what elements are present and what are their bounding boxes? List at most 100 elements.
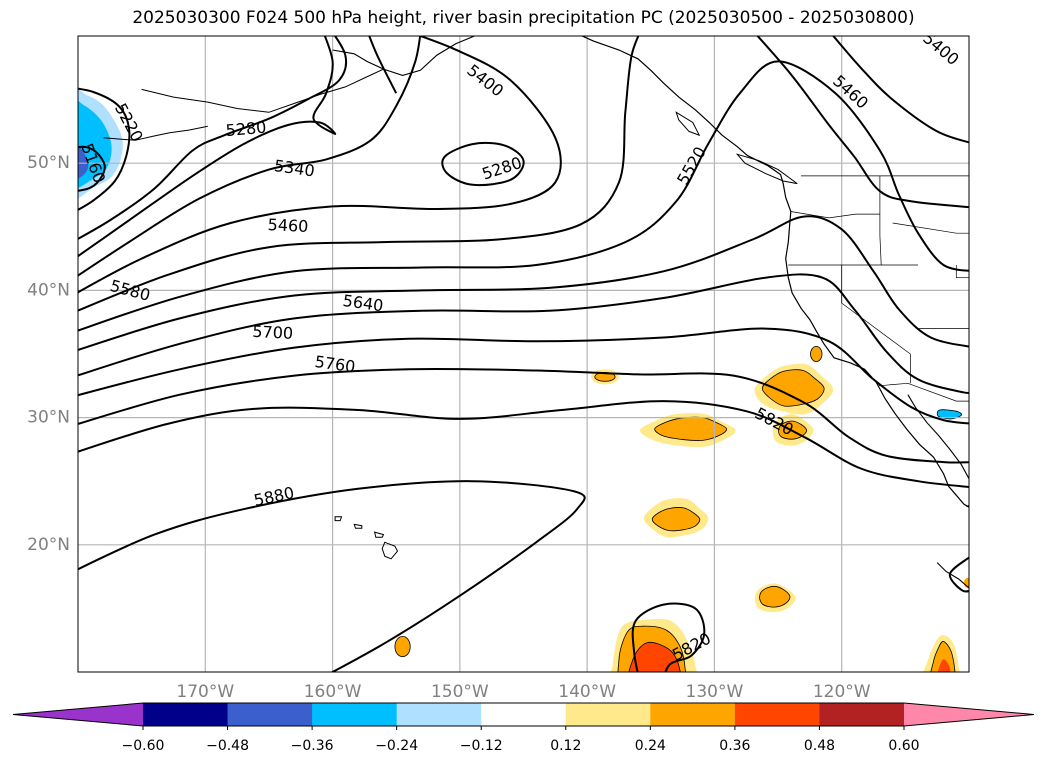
small-blob-b-fill <box>394 635 411 658</box>
off-baja-blob-fill <box>754 363 834 415</box>
colorbar-tick-label: 0.12 <box>550 738 581 754</box>
contour-5400-west <box>78 36 422 277</box>
colorbar-segment <box>481 703 567 726</box>
contour-5280-loop <box>368 36 398 94</box>
colorbar-segment <box>819 703 905 726</box>
coastlines <box>103 36 969 589</box>
contour-5460-east <box>756 36 969 209</box>
lat-tick-label: 50°N <box>27 153 70 173</box>
contour-5280-closed <box>441 141 525 187</box>
contour-5400-east <box>832 36 969 144</box>
contour-label-5700: 5700 <box>252 322 294 343</box>
mexico-coast-blob-b-fill <box>963 577 969 588</box>
precip-fills <box>78 88 969 672</box>
mid-pacific-blob-3-fill-layer <box>759 585 791 608</box>
aleutian-islands <box>103 125 208 141</box>
colorbar-tick-label: 0.24 <box>635 738 666 754</box>
small-blob-a-fill <box>591 369 619 385</box>
mid-pacific-blob-3-fill <box>754 583 796 613</box>
contour-5700 <box>78 327 969 425</box>
vancouver-island <box>735 153 798 185</box>
hawaii-maui <box>373 531 385 538</box>
gulf-of-alaska-negative-fill <box>78 88 123 199</box>
colorbar-segment <box>143 703 229 726</box>
hawaii-big-island <box>381 541 399 560</box>
contour-5580 <box>78 215 969 351</box>
north-america-coastline <box>580 36 969 508</box>
gulf-of-alaska-negative-fill-layer <box>78 145 89 179</box>
colorbar-tick-label: 0.36 <box>719 738 750 754</box>
lat-tick-label: 30°N <box>27 408 70 428</box>
lon-tick-label: 120°W <box>813 682 871 702</box>
colorbar-tick-label: −0.36 <box>291 738 334 754</box>
height-contours <box>78 36 969 672</box>
hawaii-oahu <box>353 523 363 529</box>
colorbar-tick-label: −0.24 <box>375 738 418 754</box>
contour-5460 <box>78 36 640 312</box>
lon-tick-label: 150°W <box>431 682 489 702</box>
contour-5160 <box>78 145 106 192</box>
alaska-coast <box>332 36 476 76</box>
colorbar-segment <box>734 703 820 726</box>
contour-5820-se <box>948 556 969 593</box>
contour-label-5460: 5460 <box>267 215 309 236</box>
colorbar-segment <box>396 703 482 726</box>
colorbar-tick-label: 0.48 <box>804 738 835 754</box>
colorbar-extend-low <box>13 703 143 726</box>
colorbar-tick-label: −0.48 <box>206 738 249 754</box>
colorbar-tick-label: −0.12 <box>460 738 503 754</box>
chart-title: 2025030300 F024 500 hPa height, river ba… <box>132 8 915 28</box>
lon-tick-label: 140°W <box>558 682 616 702</box>
map-frame <box>77 35 970 673</box>
california-nevada-border <box>841 265 911 384</box>
mid-pacific-blob-1-fill <box>639 413 736 448</box>
small-blob-b-fill-layer <box>394 635 411 658</box>
idaho-border <box>879 175 882 266</box>
mexico-coast-blob-fill-layer <box>930 641 956 672</box>
colorbar-tick-label: −0.60 <box>122 738 165 754</box>
hawaii-kauai <box>334 516 343 522</box>
lat-tick-label: 40°N <box>27 280 70 300</box>
contour-5220 <box>78 87 131 211</box>
colorbar-extend-high <box>904 703 1034 726</box>
lon-tick-label: 130°W <box>686 682 744 702</box>
lat-tick-label: 20°N <box>27 535 70 555</box>
contour-5760 <box>78 367 969 464</box>
mexico-coast-blob-fill <box>923 635 960 672</box>
contour-5280-main <box>78 36 348 241</box>
axis-ticks: 170°W 160°W 150°W 140°W 130°W 120°W 20°N 30°N 40… <box>27 153 871 702</box>
mid-pacific-blob-1-fill-layer <box>654 416 727 441</box>
contour-5340 <box>78 36 337 258</box>
alaska-peninsula-coast <box>141 68 384 113</box>
colorbar-segment <box>565 703 651 726</box>
contour-5520 <box>78 60 969 332</box>
colorbar-segment <box>650 703 736 726</box>
mid-pacific-blob-2-fill-layer <box>651 507 701 532</box>
mexico-coast-south <box>966 504 969 508</box>
small-blob-c-fill-layer <box>810 345 823 363</box>
lon-tick-label: 160°W <box>304 682 362 702</box>
colorbar-segment <box>227 703 313 726</box>
colorbar: −0.60 −0.48 −0.36 −0.24 −0.12 0.12 0.24 0.36 0.4… <box>12 702 1035 754</box>
colorbar-segment <box>312 703 398 726</box>
washington-oregon-border <box>790 211 880 219</box>
contour-5400 <box>78 36 562 294</box>
contour-5640 <box>78 273 969 395</box>
colorbar-tick-label: 0.60 <box>888 738 919 754</box>
mexico-coast-blob-b-fill-layer <box>963 577 969 588</box>
small-blob-c-fill <box>810 345 823 363</box>
map-background <box>78 36 969 672</box>
mexico-mainland-coast <box>936 562 969 589</box>
mexico-coast-blob-fill-layer <box>937 659 951 672</box>
graticule <box>78 36 969 672</box>
contour-5820-south <box>631 602 706 672</box>
southern-blob-fill-layer <box>628 641 681 672</box>
contour-label-5280: 5280 <box>225 118 267 140</box>
lon-tick-label: 170°W <box>176 682 234 702</box>
us-mexico-border <box>878 382 969 402</box>
contour-5880 <box>78 480 586 672</box>
bc-islands <box>675 111 701 137</box>
contour-5820-north <box>78 400 969 488</box>
mid-pacific-blob-2-fill <box>643 498 709 538</box>
